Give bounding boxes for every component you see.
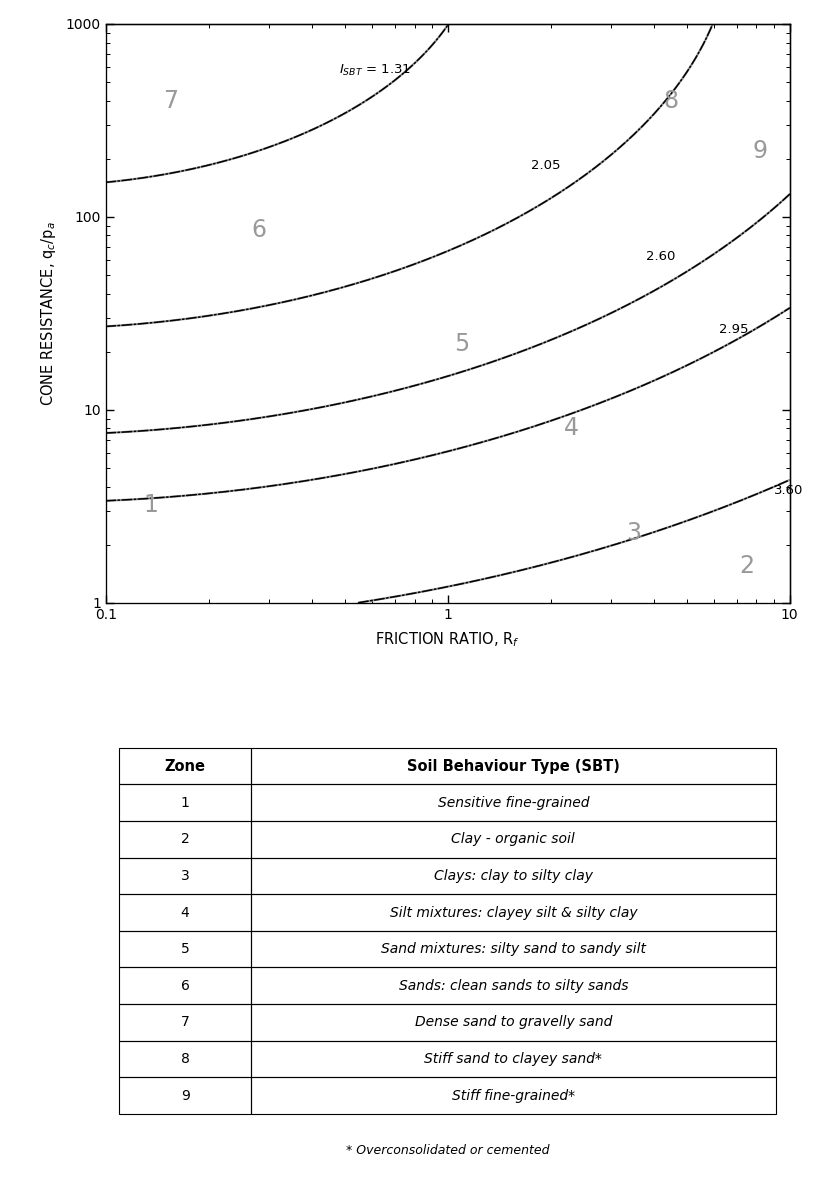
Text: 2: 2 xyxy=(739,554,755,578)
Bar xyxy=(120,931,251,968)
Bar xyxy=(120,747,251,784)
Bar xyxy=(251,1041,776,1078)
Text: 9: 9 xyxy=(181,1088,190,1103)
Text: 4: 4 xyxy=(564,416,579,441)
Text: 9: 9 xyxy=(753,138,768,163)
Text: Zone: Zone xyxy=(164,758,206,774)
Text: 7: 7 xyxy=(164,88,178,112)
Bar xyxy=(251,1078,776,1113)
Text: Clay - organic soil: Clay - organic soil xyxy=(452,832,575,846)
Text: 5: 5 xyxy=(181,942,190,956)
Text: 1: 1 xyxy=(143,493,158,517)
Bar xyxy=(251,931,776,968)
Bar xyxy=(120,894,251,931)
Bar xyxy=(120,857,251,894)
Text: 5: 5 xyxy=(454,331,470,355)
Text: 3: 3 xyxy=(626,521,641,545)
Text: Sensitive fine-grained: Sensitive fine-grained xyxy=(438,796,589,809)
Text: 2: 2 xyxy=(181,832,190,846)
Text: Sands: clean sands to silty sands: Sands: clean sands to silty sands xyxy=(399,979,628,993)
Bar xyxy=(120,1078,251,1113)
Bar xyxy=(251,784,776,821)
Text: 6: 6 xyxy=(252,218,266,242)
Text: 2.60: 2.60 xyxy=(646,250,676,263)
X-axis label: FRICTION RATIO, R$_f$: FRICTION RATIO, R$_f$ xyxy=(375,629,520,648)
Text: 7: 7 xyxy=(181,1016,190,1030)
Bar xyxy=(251,968,776,1004)
Y-axis label: CONE RESISTANCE, q$_c$/p$_a$: CONE RESISTANCE, q$_c$/p$_a$ xyxy=(38,221,58,405)
Bar xyxy=(120,1004,251,1041)
Bar xyxy=(251,894,776,931)
Text: 2.95: 2.95 xyxy=(719,323,748,336)
Text: 3.60: 3.60 xyxy=(774,484,803,497)
Text: Clays: clay to silty clay: Clays: clay to silty clay xyxy=(434,869,593,883)
Text: $I_{SBT}$ = 1.31: $I_{SBT}$ = 1.31 xyxy=(339,63,411,79)
Bar xyxy=(120,1041,251,1078)
Text: 8: 8 xyxy=(663,88,679,112)
Text: Stiff sand to clayey sand*: Stiff sand to clayey sand* xyxy=(424,1053,602,1066)
Text: Silt mixtures: clayey silt & silty clay: Silt mixtures: clayey silt & silty clay xyxy=(390,906,637,919)
Bar xyxy=(120,784,251,821)
Text: Soil Behaviour Type (SBT): Soil Behaviour Type (SBT) xyxy=(407,758,619,774)
Bar xyxy=(120,821,251,857)
Text: Dense sand to gravelly sand: Dense sand to gravelly sand xyxy=(414,1016,612,1030)
Text: 6: 6 xyxy=(181,979,190,993)
Text: 4: 4 xyxy=(181,906,190,919)
Bar xyxy=(251,857,776,894)
Text: 8: 8 xyxy=(181,1053,190,1066)
Text: 1: 1 xyxy=(181,796,190,809)
Bar xyxy=(120,968,251,1004)
Text: 3: 3 xyxy=(181,869,190,883)
Text: 2.05: 2.05 xyxy=(531,159,560,172)
Text: * Overconsolidated or cemented: * Overconsolidated or cemented xyxy=(346,1143,549,1156)
Bar xyxy=(251,821,776,857)
Bar xyxy=(251,747,776,784)
Bar xyxy=(251,1004,776,1041)
Text: Stiff fine-grained*: Stiff fine-grained* xyxy=(452,1088,575,1103)
Text: Sand mixtures: silty sand to sandy silt: Sand mixtures: silty sand to sandy silt xyxy=(381,942,646,956)
